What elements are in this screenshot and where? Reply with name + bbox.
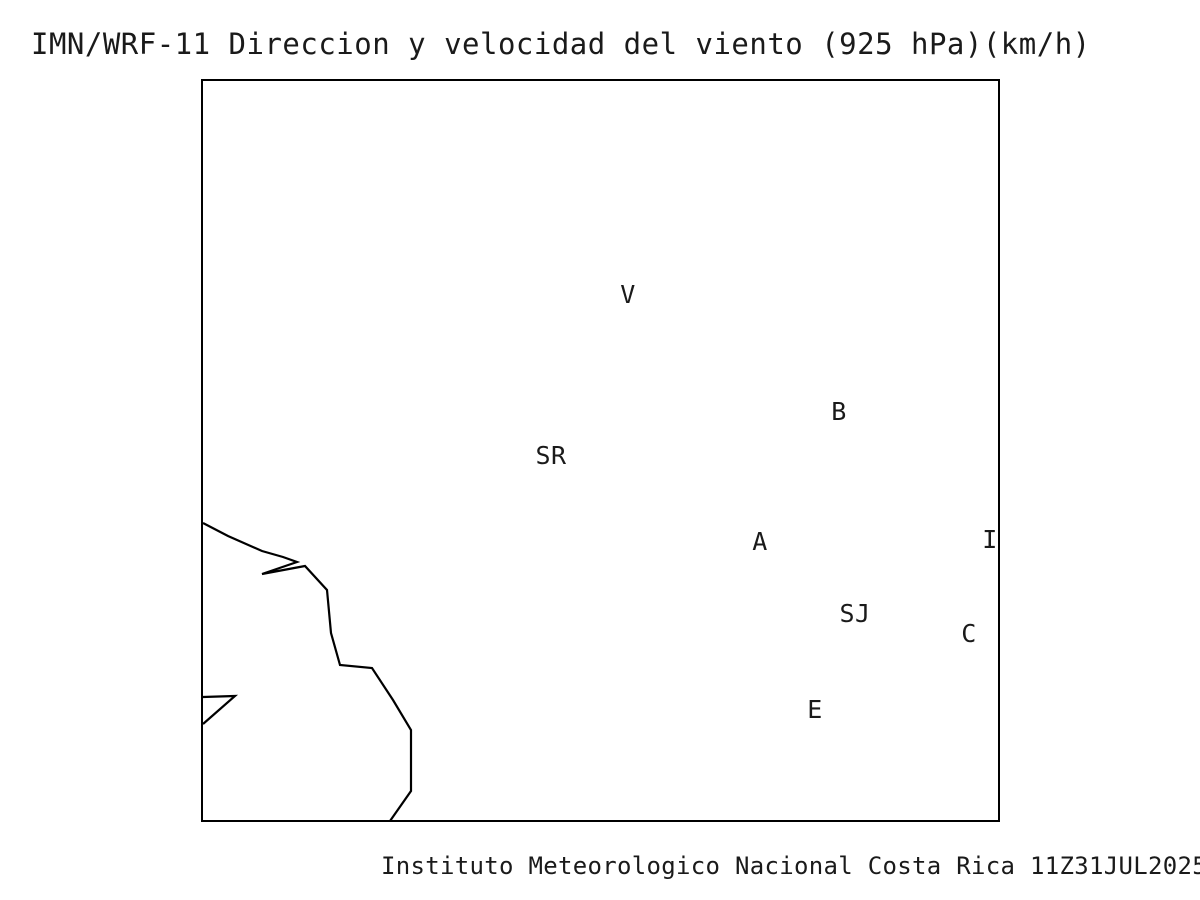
station-label-c: C bbox=[961, 619, 977, 648]
station-label-a: A bbox=[752, 527, 768, 556]
coastline-group bbox=[202, 522, 413, 822]
station-label-i: I bbox=[982, 525, 998, 554]
station-label-sj: SJ bbox=[839, 599, 870, 628]
page-title: IMN/WRF-11 Direccion y velocidad del vie… bbox=[31, 27, 1091, 61]
station-label-v: V bbox=[620, 280, 636, 309]
station-label-group: V B SR A I SJ C E bbox=[535, 280, 997, 724]
map-frame-border bbox=[201, 79, 1000, 822]
station-label-sr: SR bbox=[535, 441, 567, 470]
coastline-path bbox=[202, 522, 413, 822]
station-label-b: B bbox=[831, 397, 847, 426]
coastline-path bbox=[202, 694, 239, 725]
station-label-e: E bbox=[807, 695, 823, 724]
footer-credit: Instituto Meteorologico Nacional Costa R… bbox=[381, 852, 1200, 880]
